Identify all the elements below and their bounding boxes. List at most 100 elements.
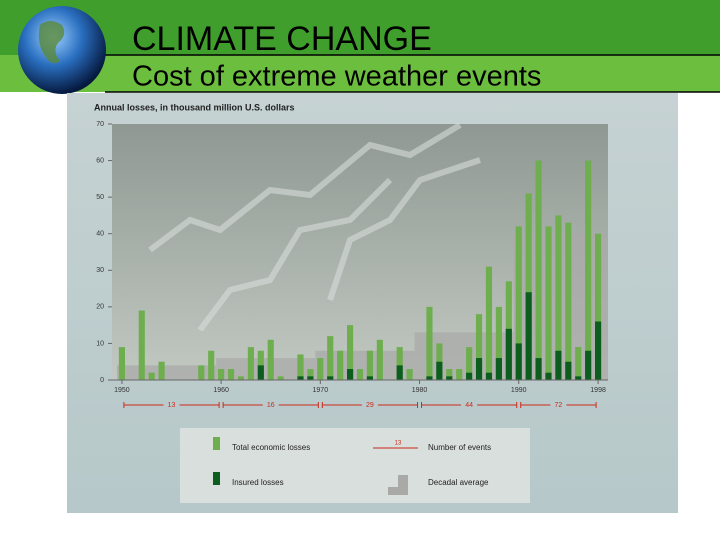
legend-label: Total economic losses <box>232 443 310 452</box>
event-count: 44 <box>465 402 473 409</box>
insured-loss-bar <box>545 372 552 380</box>
total-loss-bar <box>575 347 582 380</box>
globe-icon <box>18 6 106 94</box>
total-loss-bar <box>208 350 215 380</box>
total-loss-bar <box>595 233 602 380</box>
event-count: 29 <box>366 402 374 409</box>
insured-loss-bar <box>297 376 304 380</box>
total-loss-bar <box>218 369 225 380</box>
total-loss-bar <box>565 222 572 380</box>
total-loss-bar <box>277 376 284 380</box>
y-tick-label: 50 <box>96 194 104 201</box>
insured-loss-bar <box>525 292 532 380</box>
total-loss-bar <box>247 347 254 380</box>
y-axis-label: Annual losses, in thousand million U.S. … <box>94 102 295 112</box>
total-loss-bar <box>158 361 165 380</box>
total-loss-bar <box>426 306 433 380</box>
total-loss-bar <box>535 160 542 380</box>
total-loss-bar <box>237 376 245 380</box>
total-loss-bar <box>466 347 473 380</box>
insured-loss-bar <box>505 328 512 380</box>
total-loss-bar <box>327 336 334 380</box>
legend-box <box>180 428 530 503</box>
total-loss-bar <box>356 369 364 380</box>
x-tick-label: 1950 <box>114 387 130 394</box>
total-loss-bar <box>227 369 235 380</box>
y-tick-label: 40 <box>96 231 104 238</box>
total-loss-bar <box>347 325 354 380</box>
insured-loss-bar <box>466 372 473 380</box>
total-loss-bar <box>585 160 592 380</box>
lightning-decoration <box>148 122 481 332</box>
total-loss-bar <box>376 339 383 380</box>
total-loss-bar <box>148 372 155 380</box>
total-loss-bar <box>406 369 413 380</box>
slide-title: CLIMATE CHANGE <box>132 20 432 58</box>
insured-loss-bar <box>585 350 592 380</box>
insured-loss-bar <box>595 321 602 380</box>
x-tick-label: 1970 <box>313 387 329 394</box>
x-tick-label: 1980 <box>412 387 428 394</box>
total-loss-bar <box>138 310 145 380</box>
insured-loss-bar <box>555 350 562 380</box>
x-tick-label: 1990 <box>511 387 527 394</box>
legend-label: Decadal average <box>428 478 489 487</box>
y-tick-label: 30 <box>96 267 104 274</box>
insured-loss-bar <box>485 372 493 380</box>
total-loss-bar <box>545 226 552 380</box>
event-count: 13 <box>168 402 176 409</box>
total-loss-bar <box>525 193 532 380</box>
legend-swatch <box>213 437 220 450</box>
total-loss-bar <box>366 350 373 380</box>
insured-loss-bar <box>515 343 522 380</box>
y-tick-label: 0 <box>100 377 104 384</box>
x-tick-label: 1998 <box>590 387 606 394</box>
insured-loss-bar <box>347 369 354 380</box>
decadal-average <box>216 358 316 380</box>
total-loss-bar <box>337 350 344 380</box>
total-loss-bar <box>446 369 453 380</box>
total-loss-bar <box>297 354 304 380</box>
total-loss-bar <box>317 358 324 380</box>
insured-loss-bar <box>307 376 314 380</box>
y-tick-label: 70 <box>96 121 104 128</box>
subheader-band <box>0 55 720 92</box>
total-loss-bar <box>198 365 205 380</box>
insured-loss-bar <box>396 365 403 380</box>
insured-loss-bar <box>366 376 373 380</box>
header-band <box>0 0 720 55</box>
legend-sample: 13 <box>395 441 402 447</box>
y-tick-label: 60 <box>96 157 104 164</box>
legend-swatch <box>213 472 220 485</box>
insured-loss-bar <box>327 376 334 380</box>
total-loss-bar <box>515 226 522 380</box>
insured-loss-bar <box>436 361 443 380</box>
x-tick-label: 1960 <box>213 387 229 394</box>
insured-loss-bar <box>495 358 502 380</box>
total-loss-bar <box>267 339 274 380</box>
insured-loss-bar <box>535 358 542 380</box>
insured-loss-bar <box>475 358 483 380</box>
total-loss-bar <box>495 306 502 380</box>
total-loss-bar <box>396 347 403 380</box>
legend-swatch <box>373 475 408 495</box>
insured-loss-bar <box>446 376 453 380</box>
insured-loss-bar <box>565 361 572 380</box>
y-tick-label: 20 <box>96 304 104 311</box>
event-count: 72 <box>555 402 563 409</box>
total-loss-bar <box>555 215 562 380</box>
total-loss-bar <box>118 347 125 380</box>
insured-loss-bar <box>426 376 433 380</box>
legend-label: Insured losses <box>232 478 284 487</box>
insured-loss-bar <box>257 365 264 380</box>
y-tick-label: 10 <box>96 340 104 347</box>
globe-land <box>38 21 65 64</box>
total-loss-bar <box>475 314 483 380</box>
total-loss-bar <box>485 266 493 380</box>
total-loss-bar <box>307 369 314 380</box>
total-loss-bar <box>456 369 463 380</box>
legend-label: Number of events <box>428 443 491 452</box>
slide-subtitle: Cost of extreme weather events <box>132 61 541 93</box>
insured-loss-bar <box>575 376 582 380</box>
